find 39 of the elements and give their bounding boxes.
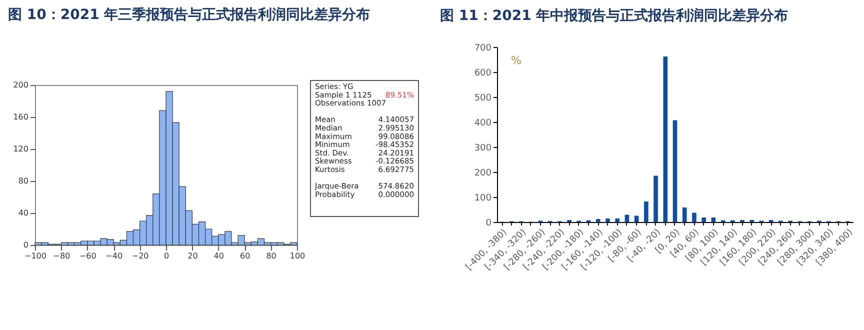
annotation: %: [511, 54, 522, 67]
y-tick-label: 700: [474, 44, 492, 54]
chart-title: 图 11：2021 年中报预告与正式报告利润同比差异分布: [440, 7, 788, 24]
y-tick-label: 80: [18, 176, 28, 186]
bar: [596, 219, 600, 222]
bar: [615, 218, 620, 222]
y-tick-label: 0: [486, 218, 492, 228]
bar: [672, 120, 678, 222]
y-tick-label: 160: [13, 112, 28, 122]
bar: [692, 212, 696, 222]
y-tick-label: 100: [474, 194, 492, 204]
x-tick-label: −80: [53, 252, 70, 260]
y-tick-label: 200: [474, 168, 492, 178]
bar: [606, 218, 610, 222]
y-tick-label: 500: [474, 94, 492, 104]
bar: [663, 56, 668, 222]
bar: [702, 218, 706, 222]
bar: [711, 218, 716, 222]
x-tick-label: −100: [24, 252, 46, 260]
y-tick-label: 300: [474, 144, 492, 154]
y-tick-label: 120: [13, 144, 28, 154]
y-tick-label: 400: [474, 118, 492, 128]
x-tick-label: 20: [188, 252, 198, 260]
y-tick-label: 40: [18, 208, 28, 218]
y-tick-label: 600: [474, 68, 492, 78]
y-tick-label: 200: [13, 80, 28, 90]
x-tick-label: 0: [164, 252, 170, 260]
x-tick-label: −40: [106, 252, 123, 260]
x-tick-label: 60: [240, 252, 250, 260]
x-tick-label: 80: [266, 252, 276, 260]
bar: [644, 202, 648, 222]
bar: [682, 208, 687, 222]
x-tick-label: 40: [214, 252, 224, 260]
chart-title: 图 10：2021 年三季报预告与正式报告利润同比差异分布: [8, 6, 370, 23]
bar: [624, 214, 630, 222]
x-tick-label: 100: [290, 252, 306, 260]
x-tick-label: −20: [132, 252, 149, 260]
x-tick-label: −60: [79, 252, 96, 260]
bar: [654, 176, 658, 222]
